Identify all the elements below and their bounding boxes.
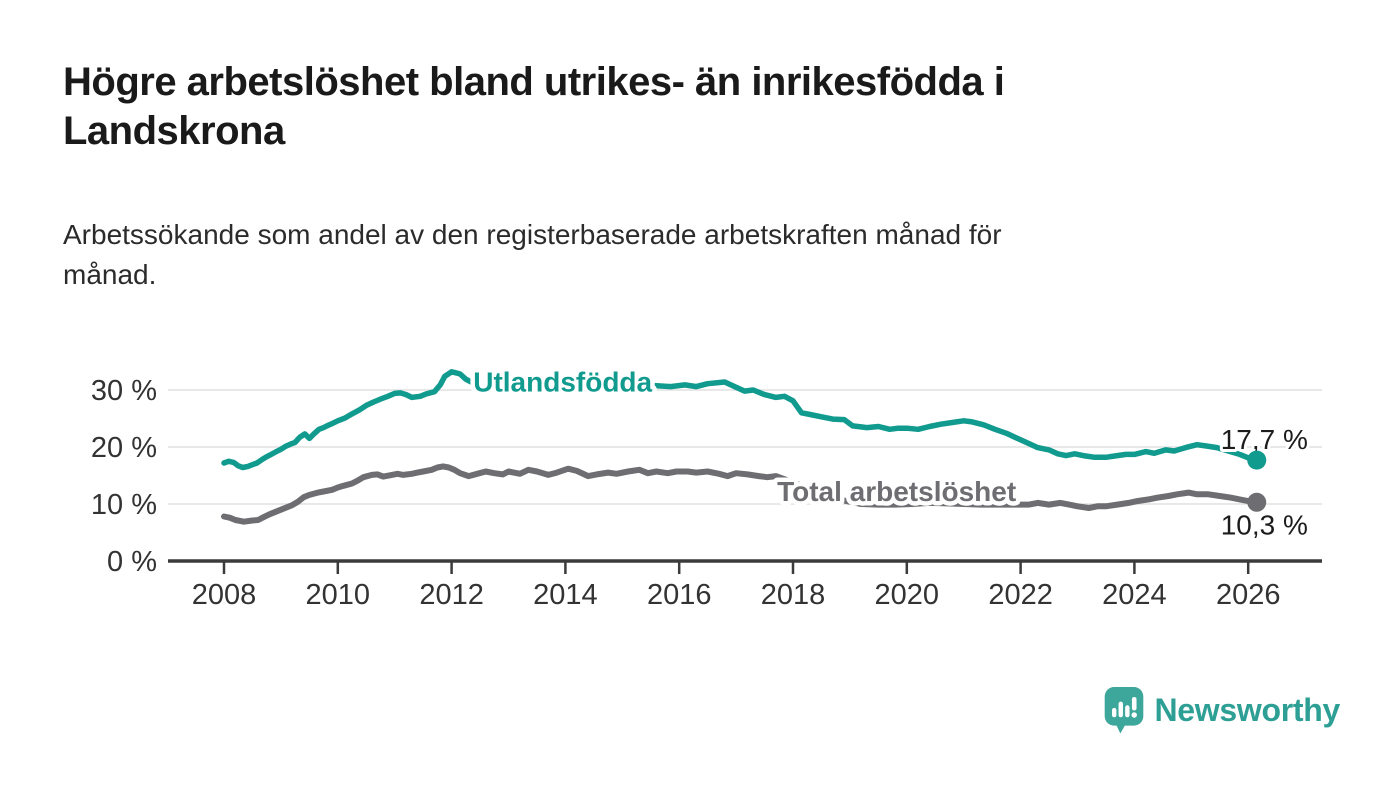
logo-bar-3-icon: [1124, 705, 1130, 718]
x-tick-label: 2012: [419, 579, 484, 611]
x-tick-label: 2008: [192, 579, 257, 611]
y-tick-label: 30 %: [91, 375, 157, 407]
series-label-total: Total arbetslöshet: [777, 476, 1016, 507]
x-tick-label: 2026: [1216, 579, 1281, 611]
x-tick-label: 2014: [533, 579, 598, 611]
series-line-total: [221, 463, 1260, 525]
page-title: Högre arbetslöshet bland utrikes- än inr…: [63, 58, 1313, 156]
x-tick-label: 2022: [988, 579, 1053, 611]
subtitle-line-2: månad.: [63, 258, 157, 290]
series-label-utlandsfodda: Utlandsfödda: [473, 367, 652, 398]
logo-bar-2-icon: [1118, 701, 1123, 718]
title-line-2: Landskrona: [63, 108, 285, 153]
y-tick-label: 20 %: [91, 432, 157, 464]
logo-exclamation-icon: [1131, 696, 1137, 711]
series-line-utlandsfodda: [221, 369, 1260, 471]
title-line-1: Högre arbetslöshet bland utrikes- än inr…: [63, 60, 1005, 104]
unemployment-line-chart: 2008 2010 2012 2014 2016 2018 2020 2022 2024 2026…: [91, 362, 1322, 611]
chart-subtitle: Arbetssökande som andel av den registerb…: [63, 215, 1313, 295]
y-tick-label: 10 %: [91, 489, 157, 521]
newsworthy-logo-icon: [1104, 687, 1143, 734]
y-tick-label: 0 %: [107, 546, 157, 578]
logo-bar-1-icon: [1111, 707, 1116, 718]
series-end-dot: [1247, 492, 1267, 512]
end-value-label-utlandsfodda: 17,7 %: [1221, 424, 1308, 455]
x-tick-label: 2018: [761, 579, 826, 611]
x-tick-label: 2016: [647, 579, 712, 611]
series-end-dot: [1247, 450, 1267, 470]
end-value-label-total: 10,3 %: [1221, 509, 1308, 540]
x-tick-label: 2020: [875, 579, 940, 611]
subtitle-line-1: Arbetssökande som andel av den registerb…: [63, 219, 1002, 250]
newsworthy-logo: Newsworthy: [1103, 686, 1341, 734]
x-tick-label: 2024: [1102, 579, 1167, 611]
newsworthy-wordmark: Newsworthy: [1154, 691, 1341, 728]
x-tick-label: 2010: [306, 579, 371, 611]
